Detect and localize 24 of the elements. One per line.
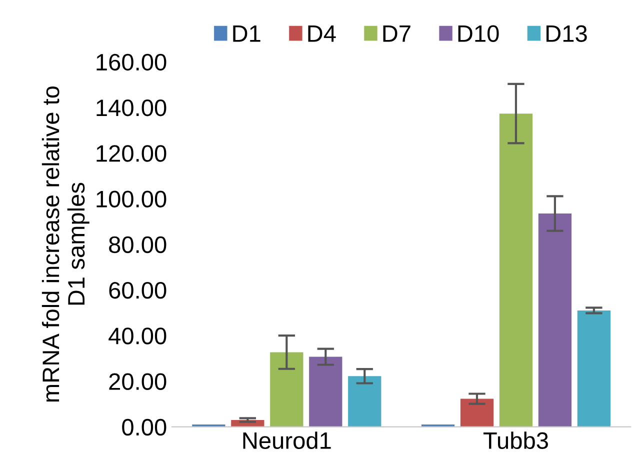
legend-label: D13 — [546, 25, 587, 42]
x-tick-label: Neurod1 — [243, 432, 331, 450]
bar — [538, 213, 572, 427]
y-axis-title: mRNA fold increase relative to D1 samples — [42, 86, 90, 402]
legend-label: D1 — [233, 25, 260, 42]
y-tick-label: 100.00 — [96, 190, 166, 208]
y-tick-label: 80.00 — [109, 236, 166, 254]
bar — [460, 398, 494, 427]
legend-label: D4 — [308, 25, 336, 42]
y-tick-label: 20.00 — [109, 373, 166, 390]
legend-label: D7 — [383, 25, 410, 42]
bar — [309, 356, 342, 427]
bar — [270, 352, 304, 427]
legend-label: D10 — [458, 25, 499, 42]
x-tick-label: Tubb3 — [483, 432, 548, 450]
bar — [577, 310, 611, 427]
y-tick-label: 140.00 — [96, 99, 166, 116]
bar — [499, 114, 533, 427]
y-tick-label: 0.00 — [122, 418, 166, 436]
y-tick-label: 160.00 — [96, 54, 166, 71]
y-tick-label: 120.00 — [96, 145, 166, 162]
y-tick-label: 40.00 — [108, 328, 166, 344]
y-tick-label: 60.00 — [109, 282, 166, 299]
bar — [348, 376, 382, 427]
